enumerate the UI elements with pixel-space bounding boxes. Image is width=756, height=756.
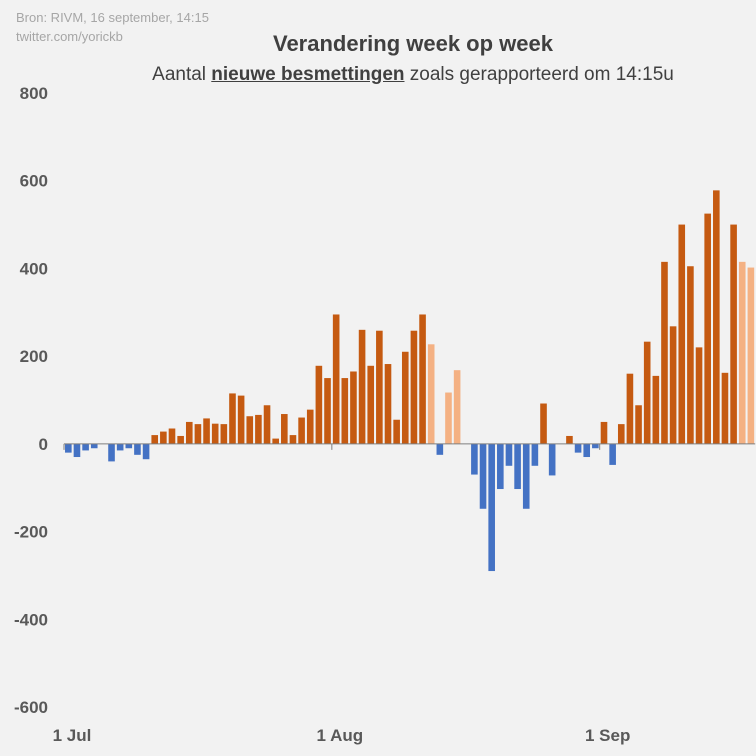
bar bbox=[73, 443, 81, 458]
bar bbox=[134, 443, 141, 455]
bar bbox=[350, 371, 357, 444]
bar bbox=[289, 435, 297, 444]
bar bbox=[471, 443, 478, 475]
bar bbox=[678, 224, 686, 444]
bar bbox=[324, 378, 331, 444]
bar bbox=[721, 372, 729, 444]
x-tick-label: 1 Aug bbox=[317, 726, 364, 745]
bar bbox=[237, 395, 245, 444]
bar bbox=[713, 190, 720, 444]
bar bbox=[453, 370, 461, 444]
bar bbox=[203, 418, 210, 444]
bar bbox=[609, 443, 616, 465]
bar bbox=[635, 405, 642, 444]
bar bbox=[376, 330, 383, 444]
bar bbox=[410, 330, 418, 444]
bar bbox=[65, 443, 72, 453]
bar bbox=[531, 443, 539, 466]
bar bbox=[393, 419, 400, 444]
bar bbox=[687, 266, 694, 444]
bar bbox=[108, 443, 115, 462]
bar bbox=[332, 314, 340, 444]
bar bbox=[661, 261, 668, 444]
bar bbox=[341, 378, 349, 444]
bar bbox=[220, 424, 228, 444]
bar bbox=[151, 435, 159, 444]
bar bbox=[298, 417, 305, 444]
bar bbox=[548, 443, 556, 476]
bar bbox=[419, 314, 426, 444]
bar bbox=[566, 435, 573, 444]
source-label: Bron: RIVM, 16 september, 14:15 bbox=[16, 10, 209, 25]
bar bbox=[747, 267, 755, 444]
bar bbox=[211, 423, 219, 444]
bar bbox=[116, 443, 124, 451]
subtitle-emphasis: nieuwe besmettingen bbox=[211, 64, 405, 85]
bar bbox=[160, 431, 167, 444]
bar bbox=[281, 414, 288, 444]
chart-title: Verandering week op week bbox=[272, 31, 553, 56]
bar bbox=[617, 424, 625, 444]
y-tick-label: 400 bbox=[20, 259, 48, 278]
bar bbox=[255, 414, 262, 444]
bar bbox=[401, 351, 409, 444]
bar bbox=[522, 443, 530, 509]
bar bbox=[185, 421, 193, 444]
bar bbox=[263, 405, 271, 444]
bar bbox=[168, 428, 176, 444]
x-axis: 1 Jul 1 Aug 1 Sep bbox=[53, 443, 630, 745]
x-tick-label: 1 Jul bbox=[53, 726, 92, 745]
y-tick-label: 600 bbox=[20, 172, 48, 191]
bar bbox=[479, 443, 487, 509]
bar bbox=[125, 443, 133, 449]
bar bbox=[436, 443, 444, 455]
bar bbox=[704, 213, 711, 444]
x-tick-label: 1 Sep bbox=[585, 726, 630, 745]
bar bbox=[246, 416, 254, 444]
bar bbox=[738, 261, 746, 444]
bar bbox=[730, 224, 737, 444]
bar bbox=[229, 393, 236, 444]
subtitle-suffix: zoals gerapporteerd om 14:15u bbox=[404, 64, 674, 85]
bar bbox=[367, 365, 375, 444]
y-tick-label: -200 bbox=[14, 523, 48, 542]
bar bbox=[669, 326, 677, 444]
chart-subtitle: Aantal nieuwe besmettingen zoals gerappo… bbox=[0, 64, 756, 86]
y-tick-label: 0 bbox=[39, 435, 48, 454]
bar bbox=[583, 443, 591, 458]
bar bbox=[514, 443, 521, 490]
bar bbox=[488, 443, 495, 572]
bar bbox=[592, 443, 599, 449]
bar bbox=[695, 347, 703, 444]
y-tick-label: 800 bbox=[20, 84, 48, 103]
bar bbox=[315, 365, 323, 444]
y-axis: 800 600 400 200 0 -200 -400 -600 bbox=[14, 84, 48, 717]
bar bbox=[194, 424, 202, 444]
bar bbox=[427, 344, 435, 444]
bar bbox=[177, 435, 184, 444]
bar bbox=[497, 443, 504, 490]
y-tick-label: -400 bbox=[14, 610, 48, 629]
source-twitter: twitter.com/yorickb bbox=[16, 29, 123, 44]
bar bbox=[384, 364, 392, 444]
bar bbox=[272, 438, 279, 444]
subtitle-prefix: Aantal bbox=[152, 64, 212, 85]
bar bbox=[445, 392, 452, 444]
y-tick-label: 200 bbox=[20, 347, 48, 366]
bar bbox=[574, 443, 582, 453]
bar bbox=[540, 403, 547, 444]
bar bbox=[358, 329, 366, 444]
bar bbox=[643, 341, 651, 444]
bar bbox=[652, 375, 660, 444]
bar bbox=[142, 443, 150, 460]
bar bbox=[90, 443, 98, 449]
bar bbox=[505, 443, 513, 466]
bar bbox=[306, 409, 314, 444]
bar bbox=[626, 373, 634, 444]
bar bbox=[600, 421, 608, 444]
bar bbox=[82, 443, 89, 451]
y-tick-label: -600 bbox=[14, 698, 48, 717]
bars-group bbox=[65, 190, 755, 572]
